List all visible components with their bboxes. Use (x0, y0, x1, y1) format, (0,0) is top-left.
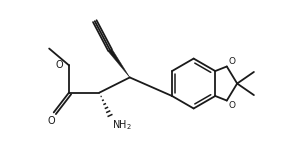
Polygon shape (108, 49, 130, 77)
Text: O: O (228, 102, 235, 111)
Text: O: O (47, 116, 55, 126)
Text: O: O (56, 60, 64, 70)
Text: NH$_2$: NH$_2$ (112, 118, 132, 132)
Text: O: O (228, 57, 235, 66)
